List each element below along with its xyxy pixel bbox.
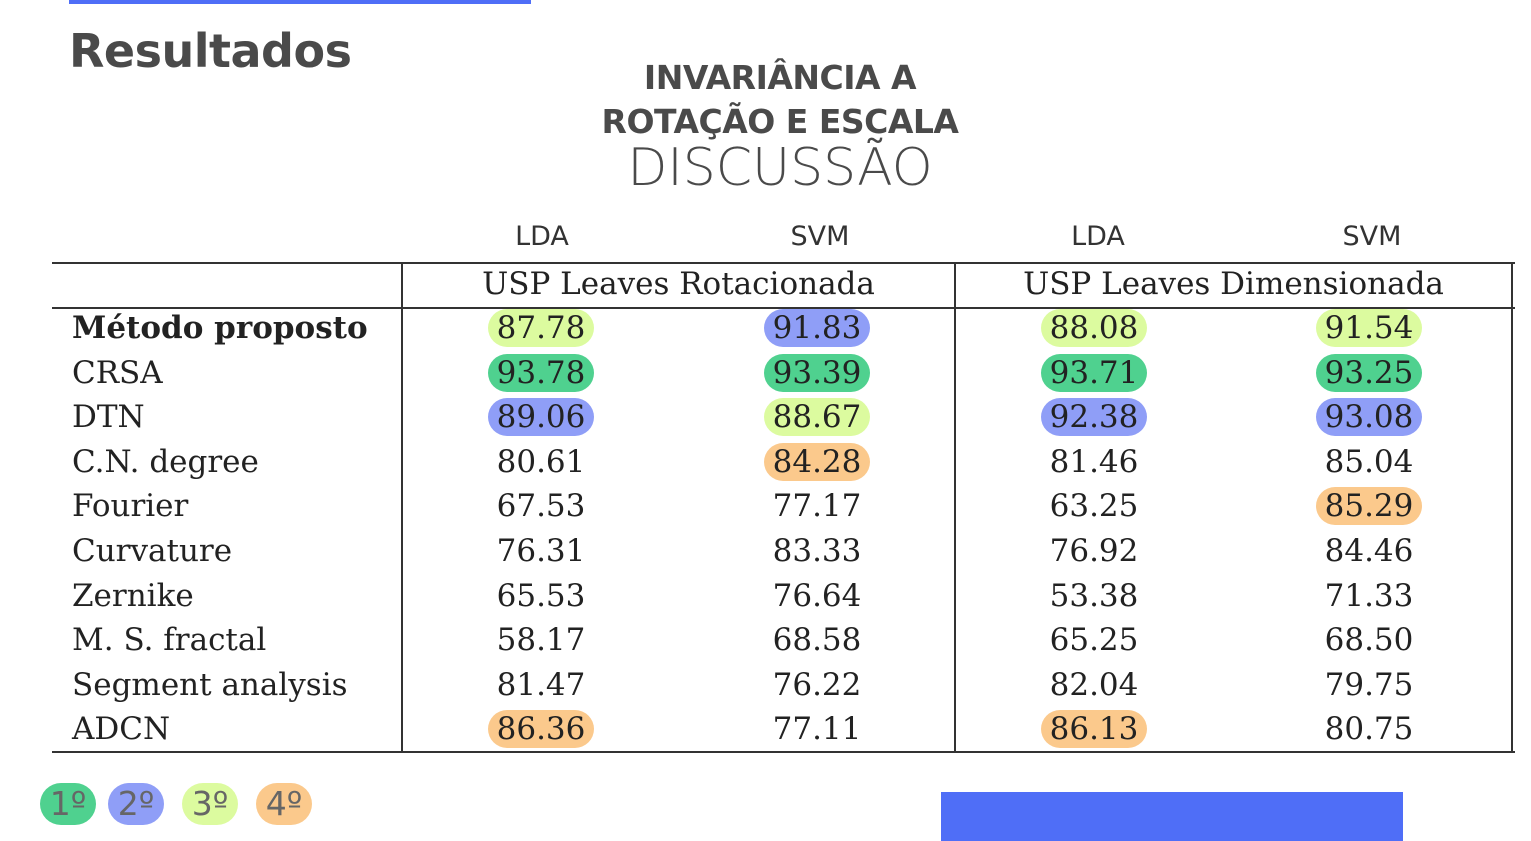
method-name: Fourier: [72, 488, 189, 525]
bottom-accent-bar: [941, 792, 1403, 841]
value-cell: 80.75: [1324, 711, 1414, 748]
value-cell: 67.53: [496, 488, 586, 525]
method-name: Segment analysis: [72, 666, 348, 703]
group-header-rotacionada: USP Leaves Rotacionada: [482, 266, 875, 302]
value-cell: 93.25: [1316, 353, 1422, 392]
table-divider-right: [1511, 262, 1513, 753]
method-name: Zernike: [72, 577, 194, 614]
table-row: Zernike 65.53 76.64 53.38 71.33: [52, 574, 1515, 618]
value-cell: 53.38: [1049, 577, 1139, 614]
table-row: ADCN 86.36 77.11 86.13 80.75: [52, 707, 1515, 751]
value-cell: 68.50: [1324, 622, 1414, 659]
table-row: CRSA 93.78 93.39 93.71 93.25: [52, 351, 1515, 395]
slide-subhead: DISCUSSÃO: [627, 138, 933, 198]
value-cell: 93.08: [1316, 398, 1422, 437]
value-cell: 76.92: [1049, 533, 1139, 569]
slide-headline: INVARIÂNCIA A ROTAÇÃO E ESCALA: [530, 56, 1030, 144]
value-cell: 76.31: [496, 533, 586, 569]
table-row: Segment analysis 81.47 76.22 82.04 79.75: [52, 663, 1515, 707]
value-cell: 63.25: [1049, 488, 1139, 525]
value-cell: 85.04: [1324, 443, 1414, 480]
table-divider-method: [401, 262, 403, 753]
classifier-label-lda-rot: LDA: [515, 221, 569, 252]
table-row: Fourier 67.53 77.17 63.25 85.29: [52, 484, 1515, 528]
value-cell: 84.28: [764, 442, 870, 481]
value-cell: 71.33: [1324, 577, 1414, 614]
value-cell: 76.22: [772, 666, 862, 703]
value-cell: 65.25: [1049, 622, 1139, 659]
table-top-rule: [52, 262, 1515, 264]
value-cell: 81.46: [1049, 443, 1139, 480]
legend-chip-4: 4º: [256, 783, 312, 825]
table-divider-groups: [954, 262, 956, 753]
method-name: Curvature: [72, 533, 233, 569]
value-cell: 77.17: [772, 488, 862, 525]
value-cell: 65.53: [496, 577, 586, 614]
value-cell: 77.11: [772, 711, 862, 748]
value-cell: 89.06: [488, 398, 594, 437]
value-cell: 93.39: [764, 353, 870, 392]
value-cell: 82.04: [1049, 666, 1139, 703]
headline-line-2: ROTAÇÃO E ESCALA: [601, 102, 959, 141]
value-cell: 88.08: [1041, 309, 1147, 347]
classifier-label-svm-dim: SVM: [1342, 221, 1402, 252]
value-cell: 58.17: [496, 622, 586, 659]
group-header-dimensionada: USP Leaves Dimensionada: [1023, 266, 1444, 302]
value-cell: 81.47: [496, 666, 586, 703]
value-cell: 92.38: [1041, 398, 1147, 437]
classifier-label-svm-rot: SVM: [790, 221, 850, 252]
value-cell: 91.83: [764, 309, 870, 347]
legend-chip-3: 3º: [182, 783, 238, 825]
value-cell: 87.78: [488, 309, 594, 347]
value-cell: 79.75: [1324, 666, 1414, 703]
value-cell: 80.61: [496, 443, 586, 480]
legend-chip-1: 1º: [40, 783, 96, 825]
value-cell: 93.71: [1041, 353, 1147, 392]
method-name: Método proposto: [72, 310, 368, 346]
top-accent-bar: [69, 0, 531, 4]
value-cell: 93.78: [488, 353, 594, 392]
table-row: DTN 89.06 88.67 92.38 93.08: [52, 395, 1515, 439]
table-header-rule: [52, 307, 1515, 309]
value-cell: 88.67: [764, 398, 870, 437]
value-cell: 86.36: [488, 710, 594, 749]
value-cell: 86.13: [1041, 710, 1147, 749]
method-name: M. S. fractal: [72, 622, 267, 659]
section-title: Resultados: [69, 24, 352, 78]
table-row: M. S. fractal 58.17 68.58 65.25 68.50: [52, 618, 1515, 662]
value-cell: 83.33: [772, 533, 862, 569]
method-name: ADCN: [72, 711, 171, 748]
method-name: DTN: [72, 399, 145, 436]
table-row: Curvature 76.31 83.33 76.92 84.46: [52, 529, 1515, 573]
value-cell: 91.54: [1316, 309, 1422, 347]
value-cell: 84.46: [1324, 533, 1414, 569]
value-cell: 68.58: [772, 622, 862, 659]
method-name: C.N. degree: [72, 443, 259, 480]
headline-line-1: INVARIÂNCIA A: [643, 58, 917, 97]
table-row: Método proposto 87.78 91.83 88.08 91.54: [52, 306, 1515, 350]
results-table: USP Leaves Rotacionada USP Leaves Dimens…: [52, 262, 1515, 753]
table-row: C.N. degree 80.61 84.28 81.46 85.04: [52, 440, 1515, 484]
classifier-label-lda-dim: LDA: [1071, 221, 1125, 252]
table-bottom-rule: [52, 751, 1515, 753]
method-name: CRSA: [72, 354, 163, 391]
value-cell: 76.64: [772, 577, 862, 614]
value-cell: 85.29: [1316, 487, 1422, 526]
legend-chip-2: 2º: [108, 783, 164, 825]
